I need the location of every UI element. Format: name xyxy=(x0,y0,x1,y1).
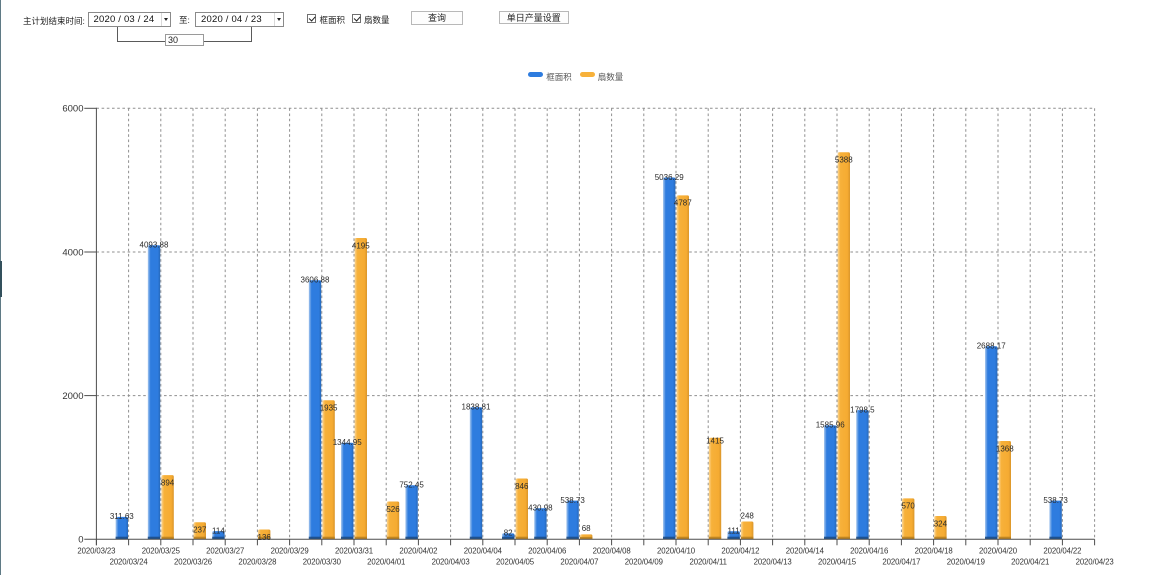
svg-text:538.73: 538.73 xyxy=(1043,496,1068,505)
svg-text:2020/04/08: 2020/04/08 xyxy=(593,546,631,555)
svg-text:248: 248 xyxy=(741,511,755,520)
svg-text:2020/03/30: 2020/03/30 xyxy=(303,557,342,566)
svg-text:2020/04/03: 2020/04/03 xyxy=(432,557,470,566)
svg-text:1344.95: 1344.95 xyxy=(333,438,362,447)
svg-text:1585.96: 1585.96 xyxy=(816,421,845,430)
svg-text:1935: 1935 xyxy=(320,404,338,413)
svg-text:2020/04/22: 2020/04/22 xyxy=(1043,546,1081,555)
svg-text:2020/04/13: 2020/04/13 xyxy=(754,557,792,566)
svg-text:846: 846 xyxy=(515,482,529,491)
svg-text:752.45: 752.45 xyxy=(399,481,424,490)
svg-text:2020/04/07: 2020/04/07 xyxy=(560,557,598,566)
svg-text:111: 111 xyxy=(728,527,741,536)
svg-text:2000: 2000 xyxy=(62,391,83,402)
svg-text:1798.5: 1798.5 xyxy=(850,405,875,414)
svg-text:4000: 4000 xyxy=(62,247,83,258)
svg-text:2020/03/24: 2020/03/24 xyxy=(110,557,149,566)
svg-text:2020/04/01: 2020/04/01 xyxy=(367,557,405,566)
svg-text:2688.17: 2688.17 xyxy=(977,342,1006,351)
svg-text:324: 324 xyxy=(934,519,948,528)
svg-text:526: 526 xyxy=(386,505,400,514)
svg-text:2020/04/17: 2020/04/17 xyxy=(882,557,920,566)
svg-text:82: 82 xyxy=(504,529,513,538)
svg-text:2020/04/06: 2020/04/06 xyxy=(528,546,566,555)
svg-text:136: 136 xyxy=(258,533,272,542)
svg-text:1415: 1415 xyxy=(706,437,724,446)
svg-text:2020/04/19: 2020/04/19 xyxy=(947,557,985,566)
svg-text:2020/03/27: 2020/03/27 xyxy=(206,546,244,555)
svg-text:2020/04/16: 2020/04/16 xyxy=(850,546,888,555)
svg-text:570: 570 xyxy=(902,502,916,511)
svg-text:6000: 6000 xyxy=(62,104,83,115)
svg-text:2020/03/25: 2020/03/25 xyxy=(142,546,181,555)
svg-text:2020/03/26: 2020/03/26 xyxy=(174,557,212,566)
svg-text:2020/04/14: 2020/04/14 xyxy=(786,546,825,555)
svg-text:2020/03/23: 2020/03/23 xyxy=(77,546,115,555)
svg-text:0: 0 xyxy=(78,535,83,546)
svg-text:1368: 1368 xyxy=(996,444,1014,453)
svg-text:68: 68 xyxy=(582,524,591,533)
svg-text:237: 237 xyxy=(193,526,207,535)
svg-text:2020/04/18: 2020/04/18 xyxy=(915,546,953,555)
svg-text:2020/04/02: 2020/04/02 xyxy=(399,546,437,555)
svg-text:2020/04/09: 2020/04/09 xyxy=(625,557,663,566)
svg-text:4787: 4787 xyxy=(674,199,692,208)
svg-text:114: 114 xyxy=(212,526,225,535)
svg-text:2020/04/12: 2020/04/12 xyxy=(721,546,759,555)
svg-text:2020/03/28: 2020/03/28 xyxy=(238,557,276,566)
svg-text:2020/04/05: 2020/04/05 xyxy=(496,557,535,566)
svg-text:2020/03/31: 2020/03/31 xyxy=(335,546,373,555)
svg-text:2020/04/21: 2020/04/21 xyxy=(1011,557,1049,566)
svg-text:430.98: 430.98 xyxy=(528,504,553,513)
svg-text:4093.88: 4093.88 xyxy=(140,241,169,250)
svg-text:4195: 4195 xyxy=(352,241,370,250)
svg-text:2020/03/29: 2020/03/29 xyxy=(271,546,309,555)
svg-text:2020/04/15: 2020/04/15 xyxy=(818,557,857,566)
svg-text:894: 894 xyxy=(161,478,175,487)
svg-text:1838.81: 1838.81 xyxy=(462,403,491,412)
svg-text:538.73: 538.73 xyxy=(560,496,585,505)
svg-text:2020/04/10: 2020/04/10 xyxy=(657,546,696,555)
svg-text:3606.88: 3606.88 xyxy=(301,276,330,285)
svg-text:5388: 5388 xyxy=(835,156,853,165)
svg-text:2020/04/20: 2020/04/20 xyxy=(979,546,1018,555)
svg-text:311.63: 311.63 xyxy=(110,512,134,521)
svg-text:2020/04/23: 2020/04/23 xyxy=(1076,557,1114,566)
svg-text:2020/04/04: 2020/04/04 xyxy=(464,546,503,555)
svg-text:2020/04/11: 2020/04/11 xyxy=(689,557,726,566)
svg-text:5036.29: 5036.29 xyxy=(655,173,684,182)
